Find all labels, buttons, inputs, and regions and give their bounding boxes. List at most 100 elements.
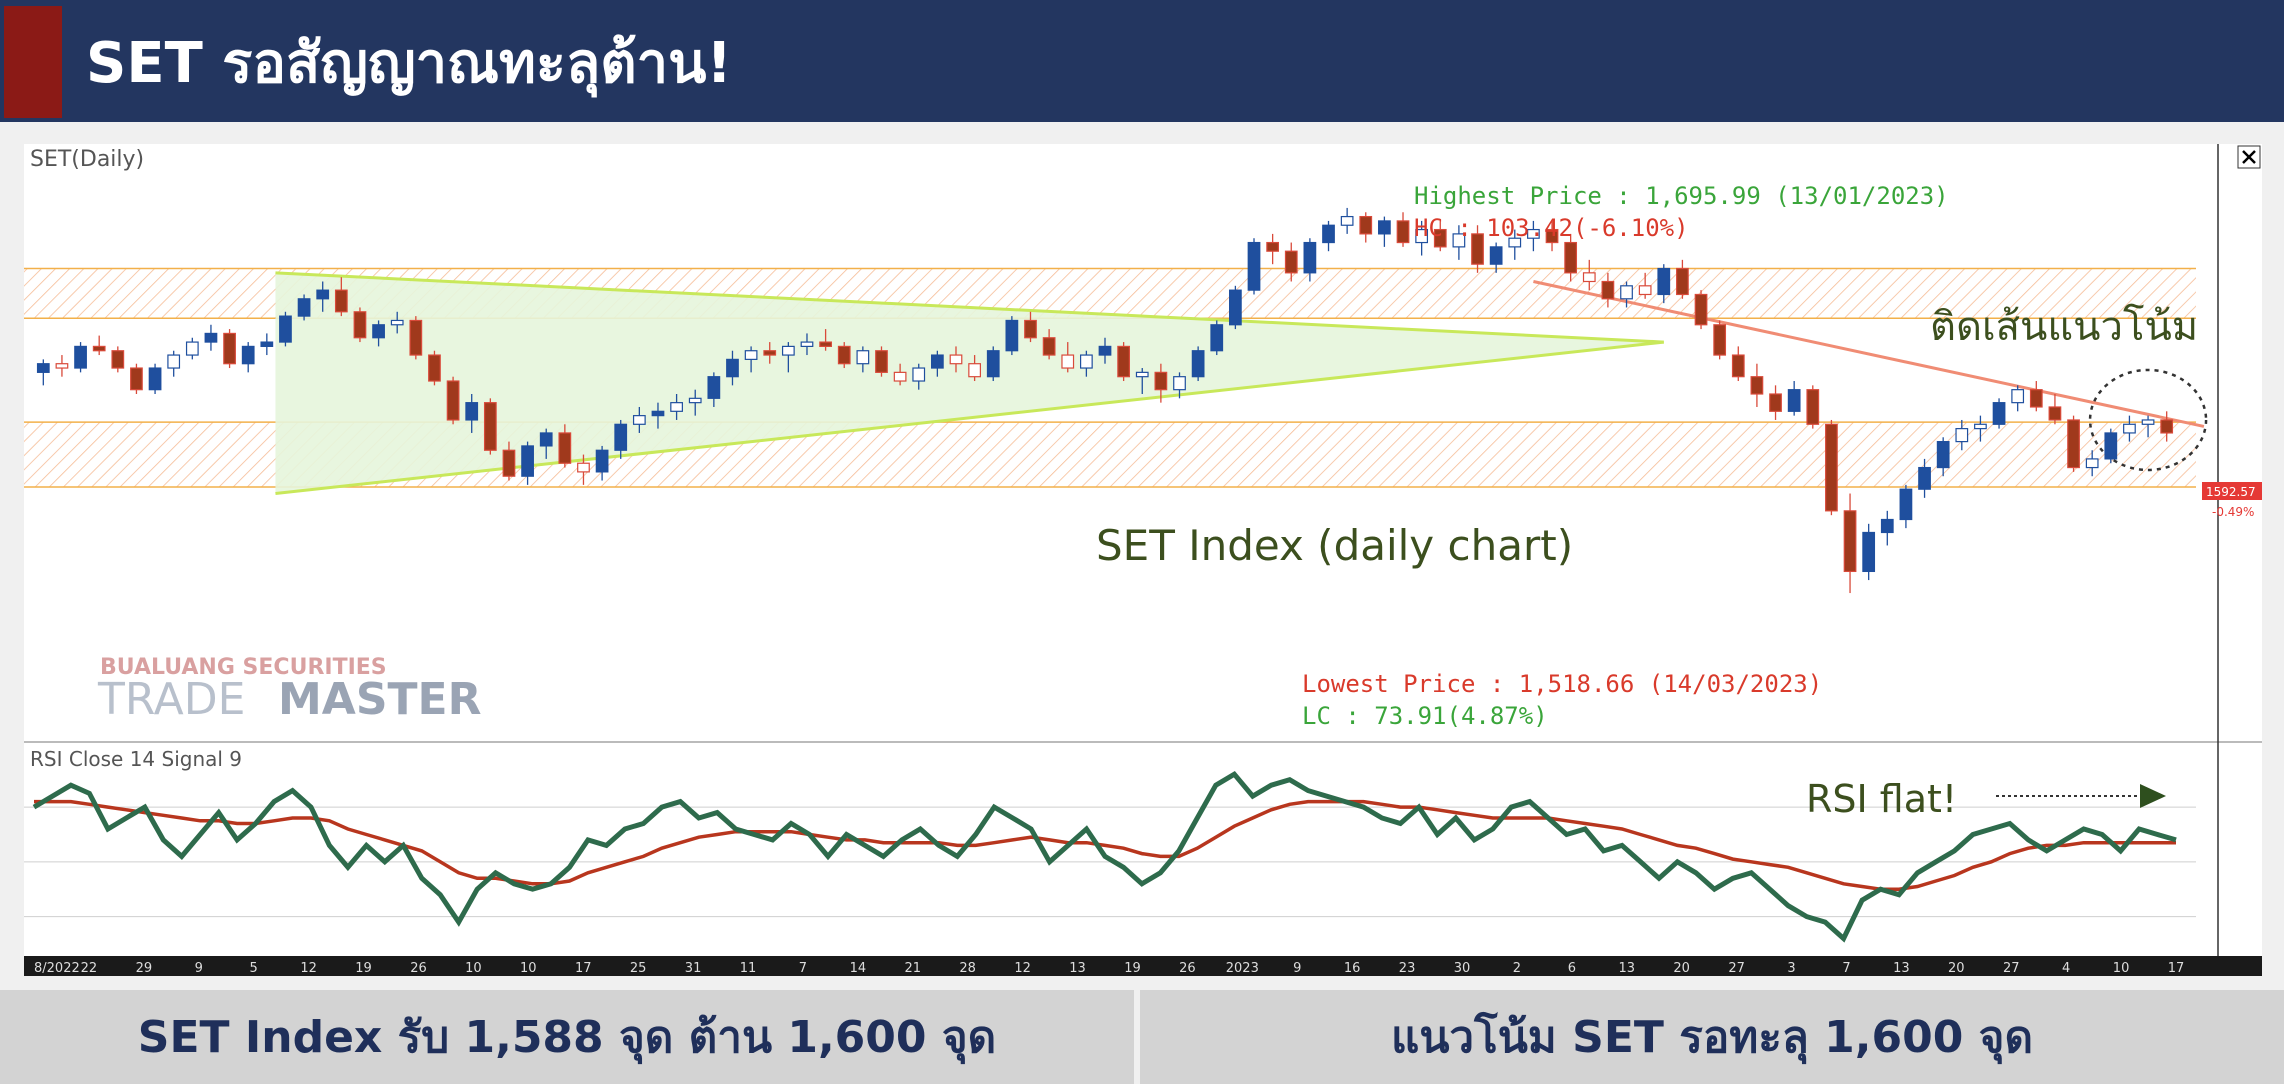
date-tick-label: 19 [355, 961, 372, 976]
candle [968, 355, 981, 382]
candle-body [1769, 393, 1782, 412]
candle-body [949, 354, 963, 365]
candle [670, 394, 683, 420]
candle-body [316, 289, 330, 300]
candle [1992, 398, 2006, 429]
candle-body [1210, 324, 1224, 352]
candle-body [223, 332, 236, 365]
candle [2067, 415, 2080, 472]
candle-body [260, 341, 274, 347]
candle-body [856, 350, 870, 365]
candle [1806, 385, 1820, 429]
candle [372, 320, 385, 347]
candle-body [1564, 241, 1578, 274]
date-tick-label: 21 [904, 961, 921, 976]
candle-body [111, 350, 125, 369]
candle-body [2029, 389, 2043, 408]
candle-body [1806, 389, 1820, 425]
candle-body [1731, 354, 1745, 378]
candle-body [986, 350, 1000, 378]
candle [223, 329, 236, 369]
candle [558, 424, 572, 468]
candle-body [1284, 250, 1298, 274]
candle [334, 277, 348, 317]
candle-body [483, 402, 497, 451]
candle [912, 363, 926, 390]
date-tick-label: 7 [799, 961, 807, 976]
candle [1620, 281, 1633, 308]
candle [74, 342, 87, 373]
candle-body [1359, 215, 1373, 235]
candle [1676, 259, 1689, 299]
page-title: SET รอสัญญาณทะลุต้าน! [86, 31, 732, 96]
candle-body [1303, 241, 1317, 274]
candle [1415, 220, 1429, 256]
candle [185, 337, 199, 360]
candle [2029, 381, 2043, 412]
candle [1731, 346, 1745, 382]
candle [1862, 523, 1876, 581]
candle-body [1862, 531, 1876, 573]
candle-body [819, 341, 832, 347]
candle-body [558, 432, 572, 464]
candle [986, 346, 1000, 382]
candle [1079, 350, 1093, 377]
candle [1489, 242, 1503, 273]
candle-body [1396, 220, 1410, 244]
candle [2011, 385, 2025, 412]
annotation-trend: ติดเส้นแนวโน้ม [1930, 304, 2198, 350]
annotation-highest: Highest Price : 1,695.99 (13/01/2023) [1414, 182, 1949, 210]
candle-body [1694, 293, 1708, 326]
candle-body [577, 462, 590, 473]
candle-body [1508, 237, 1522, 248]
candle-body [1378, 220, 1391, 235]
date-tick-label: 14 [850, 961, 867, 976]
candle-body [1247, 241, 1261, 291]
candle [279, 311, 292, 347]
candle [2104, 428, 2118, 464]
candle-body [167, 354, 181, 369]
candle-body [1489, 246, 1503, 265]
candle [241, 342, 255, 373]
footer-support-resistance: SET Index รับ 1,588 จุด ต้าน 1,600 จุด [0, 990, 1134, 1084]
candle-body [912, 367, 926, 382]
candle-body [1471, 233, 1484, 265]
candle [875, 346, 888, 377]
candle-body [1825, 423, 1838, 512]
date-tick-label: 27 [2003, 961, 2020, 976]
date-tick-label: 9 [195, 961, 203, 976]
candle [1340, 207, 1354, 234]
last-price-tag [2202, 482, 2262, 500]
candle-body [1024, 319, 1037, 339]
candle-body [1191, 350, 1205, 378]
highlight-circle [2088, 368, 2208, 472]
date-tick-label: 26 [1179, 961, 1196, 976]
annotation-lowest: Lowest Price : 1,518.66 (14/03/2023) [1302, 670, 1822, 698]
candle [781, 342, 795, 373]
date-tick-label: 2023 [1226, 961, 1259, 976]
candle-body [930, 354, 944, 369]
candle-body [1843, 510, 1857, 573]
candle [539, 428, 553, 459]
close-icon[interactable] [2237, 145, 2261, 169]
header-bar: SET รอสัญญาณทะลุต้าน! [0, 0, 2284, 122]
candle [483, 398, 497, 455]
candle-body [1787, 389, 1801, 412]
date-tick-label: 31 [685, 961, 702, 976]
candle [2048, 394, 2062, 425]
candle [1452, 225, 1466, 260]
candle-body [1340, 215, 1354, 226]
date-tick-label: 6 [1568, 961, 1576, 976]
date-tick-label: 20 [1948, 961, 1965, 976]
candle-body [2160, 419, 2174, 434]
date-tick-label: 22 [81, 961, 98, 976]
candle-body [781, 345, 795, 356]
date-tick-label: 7 [1842, 961, 1850, 976]
candle-body [1061, 354, 1075, 369]
date-tick-label: 8/2022 [34, 961, 80, 976]
candle [1322, 220, 1335, 252]
candle-body [1880, 518, 1894, 534]
footer-trend-outlook: แนวโน้ม SET รอทะลุ 1,600 จุด [1140, 990, 2284, 1084]
rsi-line [32, 770, 2177, 943]
candle [688, 389, 702, 416]
